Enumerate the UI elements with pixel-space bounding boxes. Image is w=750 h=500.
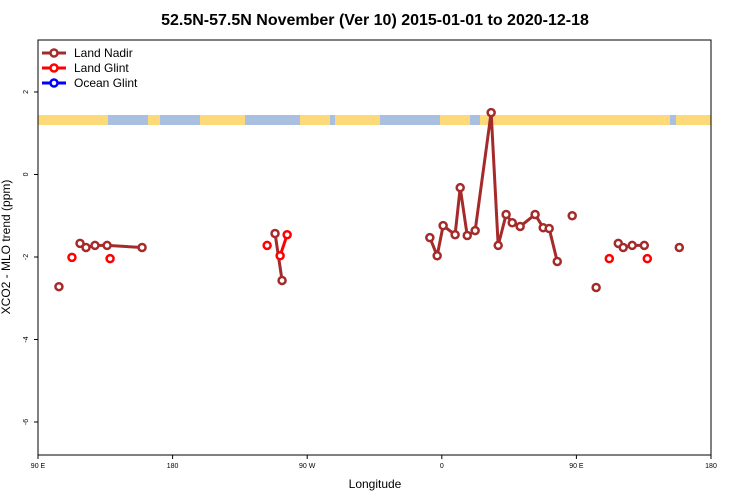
data-point [618,242,628,253]
data-point [262,240,272,251]
x-tick-label: 180 [167,463,179,470]
y-tick-label: 0 [23,172,30,176]
data-point [438,220,448,231]
x-tick-label: 180 [705,463,717,470]
data-point [544,223,554,234]
data-point [493,240,503,251]
data-point [54,281,64,292]
data-point [486,107,496,118]
y-tick-label: -2 [23,254,30,260]
x-tick-label: 90 W [299,463,316,470]
data-point [567,210,577,221]
data-point [81,242,91,253]
data-point [75,238,85,249]
legend-marker [49,78,59,88]
plot-frame [37,39,712,456]
data-point [501,209,511,220]
series-line [80,113,679,281]
legend-marker [49,48,59,58]
legend-label: Land Glint [74,61,129,75]
legend-marker [49,63,59,73]
data-point [604,253,615,264]
data-point [67,252,77,263]
legend-label: Ocean Glint [74,76,138,90]
data-point [515,221,525,232]
data-point [275,251,285,261]
y-tick-label: -4 [23,336,30,342]
data-point [277,275,287,286]
data-point [552,256,563,267]
y-tick-label: -6 [23,419,30,425]
data-point [282,229,292,240]
chart-title: 52.5N-57.5N November (Ver 10) 2015-01-01… [161,12,589,29]
data-point [102,240,112,251]
x-tick-label: 0 [440,463,444,470]
legend-label: Land Nadir [74,46,133,60]
land-mask [38,115,711,125]
data-point [674,242,685,253]
y-tick-label: 2 [23,90,30,94]
data-point [432,251,442,261]
data-point [627,240,637,251]
data-point [425,232,435,243]
data-point [639,240,650,251]
data-point [105,253,115,264]
data-point [90,240,100,251]
data-point [591,282,601,293]
x-axis-label: Longitude [349,477,402,491]
y-axis-label: XCO2 - MLO trend (ppm) [0,180,13,315]
data-point [137,242,147,253]
x-tick-label: 90 E [31,463,46,470]
data-point [470,225,480,236]
data-point [455,182,465,193]
data-point [642,253,653,264]
data-point [450,229,460,240]
x-tick-label: 90 E [569,463,584,470]
data-point [507,217,517,228]
data-point [462,230,472,241]
data-point [270,228,280,239]
data-point [530,209,540,220]
